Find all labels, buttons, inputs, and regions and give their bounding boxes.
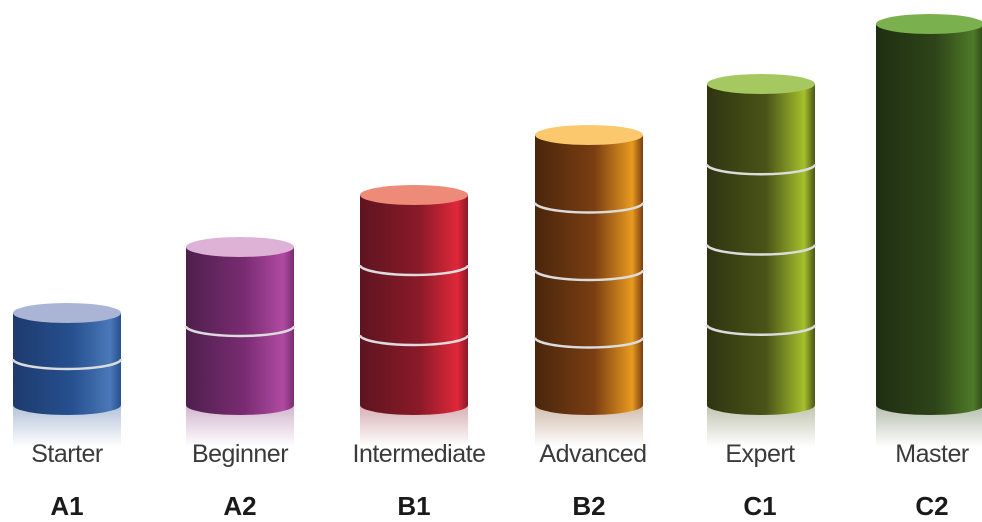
level-code-c2: C2 bbox=[915, 491, 949, 521]
level-name-b2: Advanced bbox=[539, 440, 647, 468]
segment-divider-a2 bbox=[184, 325, 296, 338]
cylinder-body-b1 bbox=[360, 195, 468, 415]
level-name-a1: Starter bbox=[31, 440, 103, 468]
cylinder-b1 bbox=[358, 185, 470, 447]
level-code-a1: A1 bbox=[50, 491, 84, 521]
cylinder-body-c1 bbox=[707, 84, 815, 415]
segment-divider-c1 bbox=[705, 244, 817, 256]
segment-divider-b2 bbox=[533, 337, 645, 349]
level-name-a2: Beginner bbox=[191, 440, 289, 468]
segment-divider-b1 bbox=[358, 334, 470, 347]
cylinder-c1 bbox=[705, 74, 817, 447]
level-code-b2: B2 bbox=[572, 491, 606, 521]
level-name-b1: Intermediate bbox=[352, 440, 486, 468]
segment-divider-c1 bbox=[705, 163, 817, 176]
cylinder-a2 bbox=[184, 237, 296, 447]
segment-divider-b2 bbox=[533, 202, 645, 214]
cylinder-a1 bbox=[11, 303, 123, 447]
cylinder-b2 bbox=[533, 125, 645, 447]
cylinder-top-b1 bbox=[360, 185, 468, 205]
level-name-c1: Expert bbox=[725, 440, 795, 468]
cylinder-body-a2 bbox=[186, 247, 294, 415]
level-name-c2: Master bbox=[895, 440, 969, 468]
segment-divider-b2 bbox=[533, 269, 645, 282]
level-code-c1: C1 bbox=[743, 491, 777, 521]
cylinder-top-a2 bbox=[186, 237, 294, 257]
cylinder-c2 bbox=[876, 14, 982, 447]
level-code-b1: B1 bbox=[397, 491, 431, 521]
cylinder-body-c2 bbox=[876, 24, 982, 415]
cylinder-top-a1 bbox=[13, 303, 121, 323]
segment-divider-a1 bbox=[11, 358, 123, 371]
cylinder-top-c2 bbox=[876, 14, 982, 34]
cylinder-top-b2 bbox=[535, 125, 643, 145]
level-code-a2: A2 bbox=[223, 491, 257, 521]
cylinder-body-b2 bbox=[535, 135, 643, 415]
cylinder-body-a1 bbox=[13, 313, 121, 415]
segment-divider-c1 bbox=[705, 324, 817, 336]
segment-divider-b1 bbox=[358, 264, 470, 277]
cylinder-top-c1 bbox=[707, 74, 815, 94]
